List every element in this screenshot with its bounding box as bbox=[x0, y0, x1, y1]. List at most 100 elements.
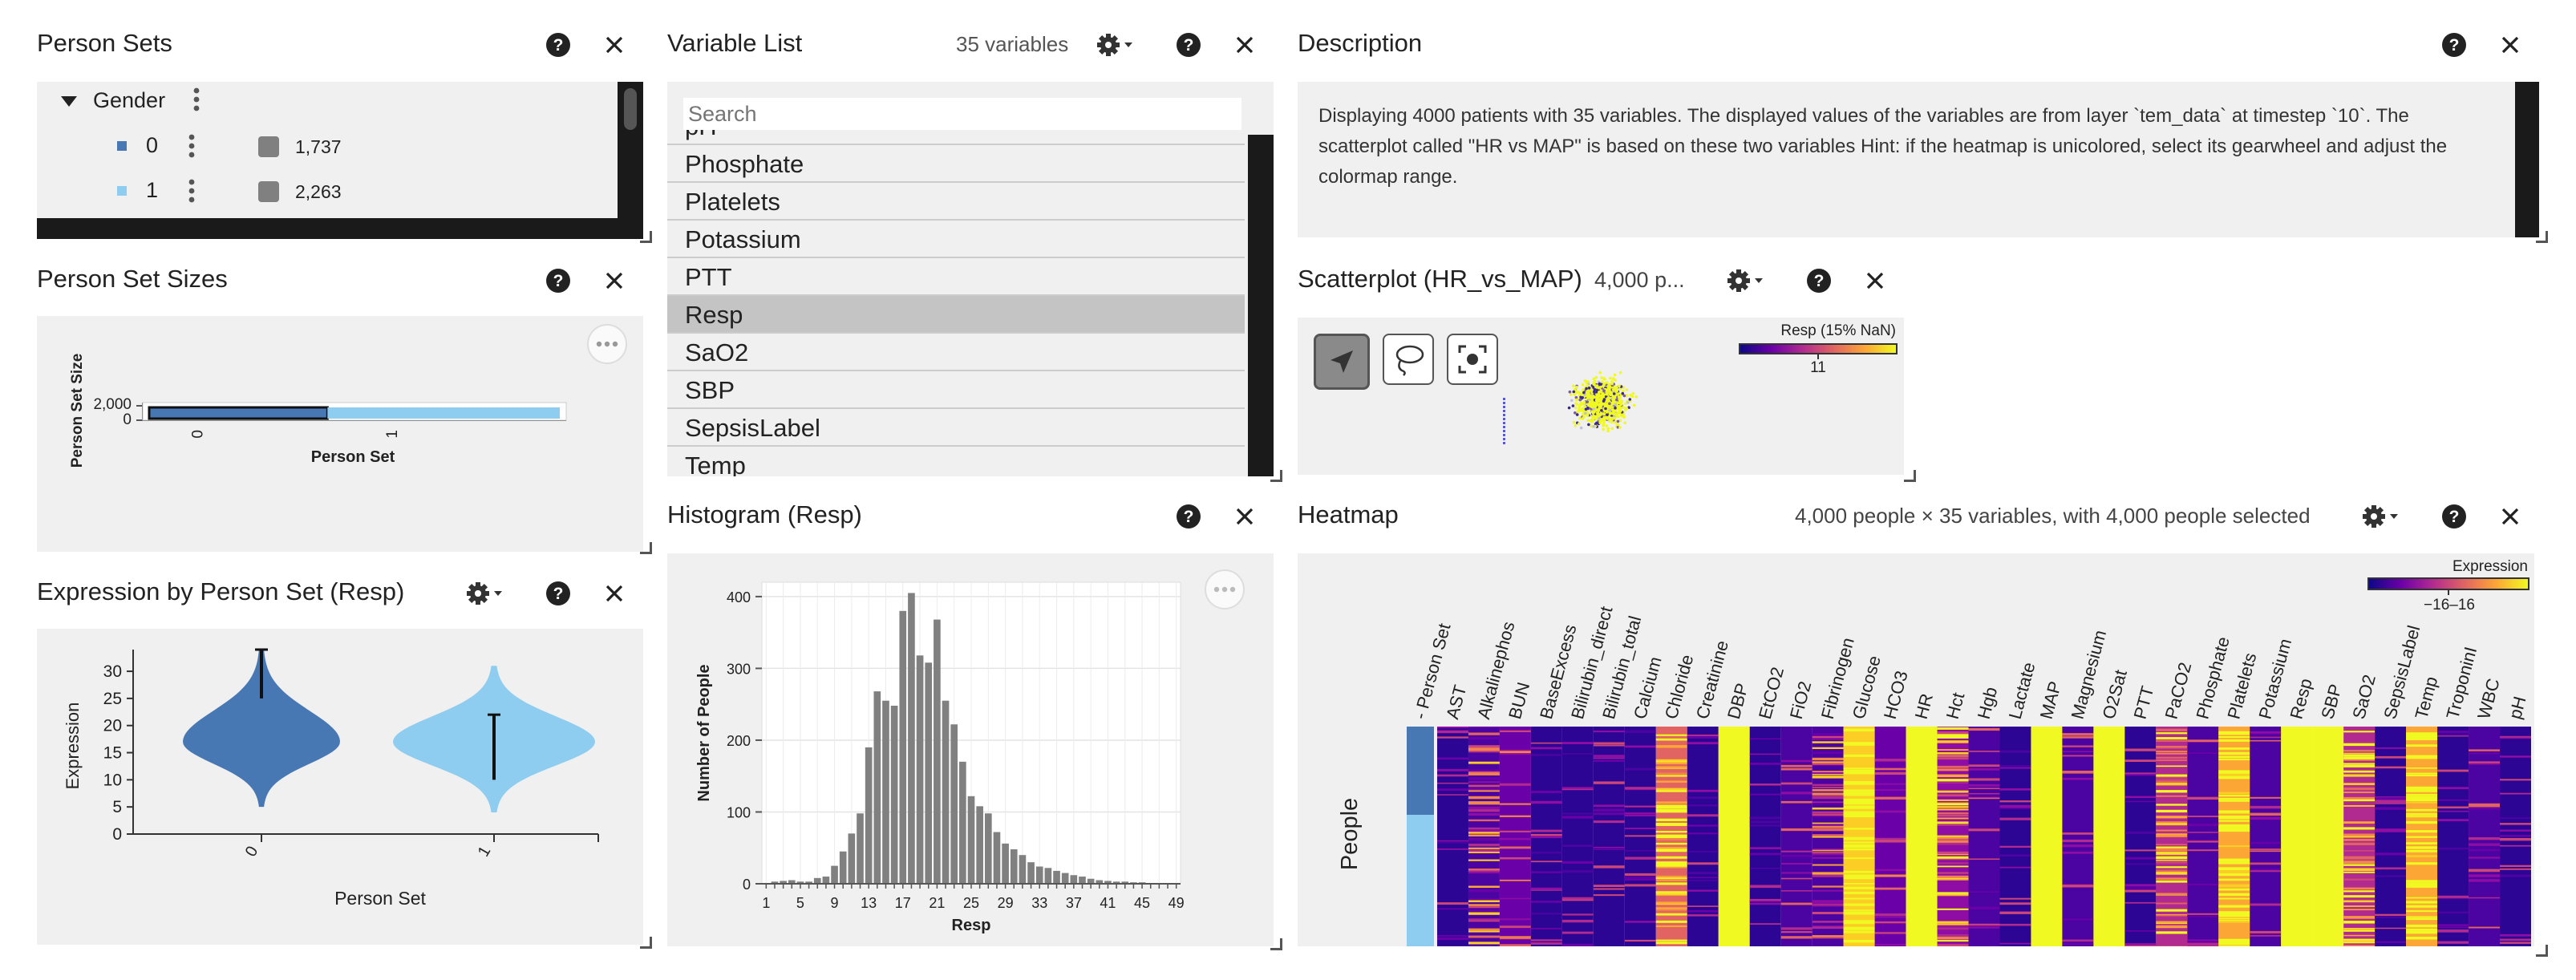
kebab-menu-icon[interactable] bbox=[188, 178, 196, 208]
heatmap-stripe bbox=[1843, 789, 1875, 792]
scrollbar[interactable] bbox=[2515, 82, 2539, 237]
help-icon[interactable]: ? bbox=[542, 265, 574, 297]
heatmap-stripe bbox=[1655, 834, 1687, 837]
close-icon[interactable] bbox=[598, 265, 630, 297]
resize-handle[interactable] bbox=[640, 937, 652, 949]
close-icon[interactable] bbox=[1229, 29, 1261, 61]
help-icon[interactable]: ? bbox=[542, 577, 574, 609]
kebab-menu-icon[interactable] bbox=[188, 133, 196, 163]
scrollbar-thumb[interactable] bbox=[624, 88, 637, 130]
heatmap-stripe bbox=[1843, 909, 1875, 911]
heatmap-stripe bbox=[2343, 940, 2376, 942]
close-icon[interactable] bbox=[1229, 500, 1261, 533]
heatmap-stripe bbox=[2218, 893, 2250, 895]
resize-handle[interactable] bbox=[1270, 470, 1282, 482]
scrollbar[interactable] bbox=[1248, 135, 1274, 476]
help-icon[interactable]: ? bbox=[2438, 500, 2470, 533]
heatmap-stripe bbox=[1874, 916, 1906, 918]
heatmap-stripe bbox=[2500, 865, 2531, 867]
help-icon[interactable]: ? bbox=[542, 29, 574, 61]
list-item[interactable]: Phosphate bbox=[667, 145, 1245, 183]
help-icon[interactable]: ? bbox=[1173, 29, 1205, 61]
heatmap-stripe bbox=[2156, 925, 2188, 926]
y-axis-label: People bbox=[1337, 798, 1363, 870]
heatmap-stripe bbox=[1655, 913, 1687, 916]
list-item[interactable]: Platelets bbox=[667, 183, 1245, 221]
heatmap-stripe bbox=[2343, 941, 2376, 944]
list-item[interactable]: SepsisLabel bbox=[667, 409, 1245, 447]
pointer-tool-button[interactable] bbox=[1314, 334, 1370, 390]
heatmap-stripe bbox=[1937, 837, 1969, 840]
close-icon[interactable] bbox=[598, 577, 630, 609]
heatmap-stripe bbox=[1843, 794, 1875, 796]
heatmap-stripe bbox=[1749, 738, 1781, 740]
more-options-icon[interactable] bbox=[1205, 569, 1245, 609]
heatmap-stripe bbox=[1437, 937, 1468, 941]
help-icon[interactable]: ? bbox=[1803, 265, 1835, 297]
heatmap-stripe bbox=[2187, 840, 2219, 843]
close-icon[interactable] bbox=[598, 29, 630, 61]
close-icon[interactable] bbox=[2494, 29, 2526, 61]
help-icon[interactable]: ? bbox=[2438, 29, 2470, 61]
heatmap-stripe bbox=[1593, 781, 1625, 784]
search-input[interactable] bbox=[683, 98, 1241, 130]
zoom-reset-button[interactable] bbox=[1447, 334, 1498, 385]
heatmap-stripe bbox=[2218, 733, 2250, 735]
heatmap-stripe bbox=[1687, 905, 1719, 907]
list-item-selected[interactable]: Resp bbox=[667, 296, 1245, 334]
heatmap-stripe bbox=[2406, 830, 2438, 832]
heatmap-stripe bbox=[1561, 869, 1594, 872]
heatmap-stripe bbox=[2062, 885, 2094, 888]
close-icon[interactable] bbox=[1859, 265, 1891, 297]
collapse-toggle[interactable] bbox=[59, 91, 79, 115]
settings-gear-icon[interactable] bbox=[2358, 500, 2411, 533]
list-item[interactable]: Potassium bbox=[667, 221, 1245, 258]
list-item[interactable]: SaO2 bbox=[667, 334, 1245, 371]
heatmap-stripe bbox=[1530, 742, 1562, 744]
heatmap-stripe bbox=[1593, 894, 1625, 897]
heatmap-stripe bbox=[1655, 861, 1687, 865]
list-item[interactable]: Temp bbox=[667, 447, 1245, 476]
heatmap-stripe bbox=[1624, 835, 1656, 837]
list-item[interactable]: SBP bbox=[667, 371, 1245, 409]
heatmap-stripe bbox=[1780, 863, 1813, 865]
heatmap-stripe bbox=[2500, 838, 2531, 841]
help-icon[interactable]: ? bbox=[1173, 500, 1205, 533]
heatmap-stripe bbox=[1812, 747, 1844, 749]
heatmap-stripe bbox=[2500, 823, 2531, 825]
resize-handle[interactable] bbox=[1270, 938, 1282, 950]
close-icon[interactable] bbox=[2494, 500, 2526, 533]
heatmap-stripe bbox=[1843, 814, 1875, 817]
bar bbox=[148, 406, 329, 420]
resize-handle[interactable] bbox=[1904, 470, 1916, 482]
resize-handle[interactable] bbox=[640, 231, 652, 243]
settings-gear-icon[interactable] bbox=[1092, 29, 1145, 61]
person-set-item[interactable]: 0 1,737 bbox=[117, 132, 518, 164]
list-item[interactable]: pH bbox=[667, 130, 1245, 145]
heatmap-stripe bbox=[1655, 865, 1687, 867]
heatmap-stripe bbox=[1655, 738, 1687, 741]
list-item[interactable]: PTT bbox=[667, 258, 1245, 296]
heatmap-stripe bbox=[1812, 784, 1844, 787]
resize-handle[interactable] bbox=[640, 542, 652, 554]
scatter-points[interactable] bbox=[1298, 318, 1904, 475]
heatmap-stripe bbox=[1468, 905, 1500, 909]
heatmap-stripe bbox=[1655, 836, 1687, 839]
heatmap-stripe bbox=[2250, 934, 2282, 937]
more-options-icon[interactable] bbox=[587, 324, 627, 364]
heatmap-stripe bbox=[1655, 745, 1687, 748]
heatmap-stripe bbox=[2250, 812, 2282, 816]
resize-handle[interactable] bbox=[2536, 945, 2548, 957]
heatmap-stripe bbox=[2218, 798, 2250, 800]
person-set-item[interactable]: 1 2,263 bbox=[117, 176, 518, 209]
heatmap-stripe bbox=[2375, 916, 2407, 919]
settings-gear-icon[interactable] bbox=[1723, 265, 1776, 297]
kebab-menu-icon[interactable] bbox=[192, 87, 200, 116]
bar bbox=[865, 747, 873, 884]
heatmap-stripe bbox=[2375, 867, 2407, 870]
heatmap-stripe bbox=[1812, 772, 1844, 775]
resize-handle[interactable] bbox=[2536, 231, 2548, 243]
lasso-tool-button[interactable] bbox=[1383, 334, 1434, 385]
settings-gear-icon[interactable] bbox=[462, 577, 515, 609]
